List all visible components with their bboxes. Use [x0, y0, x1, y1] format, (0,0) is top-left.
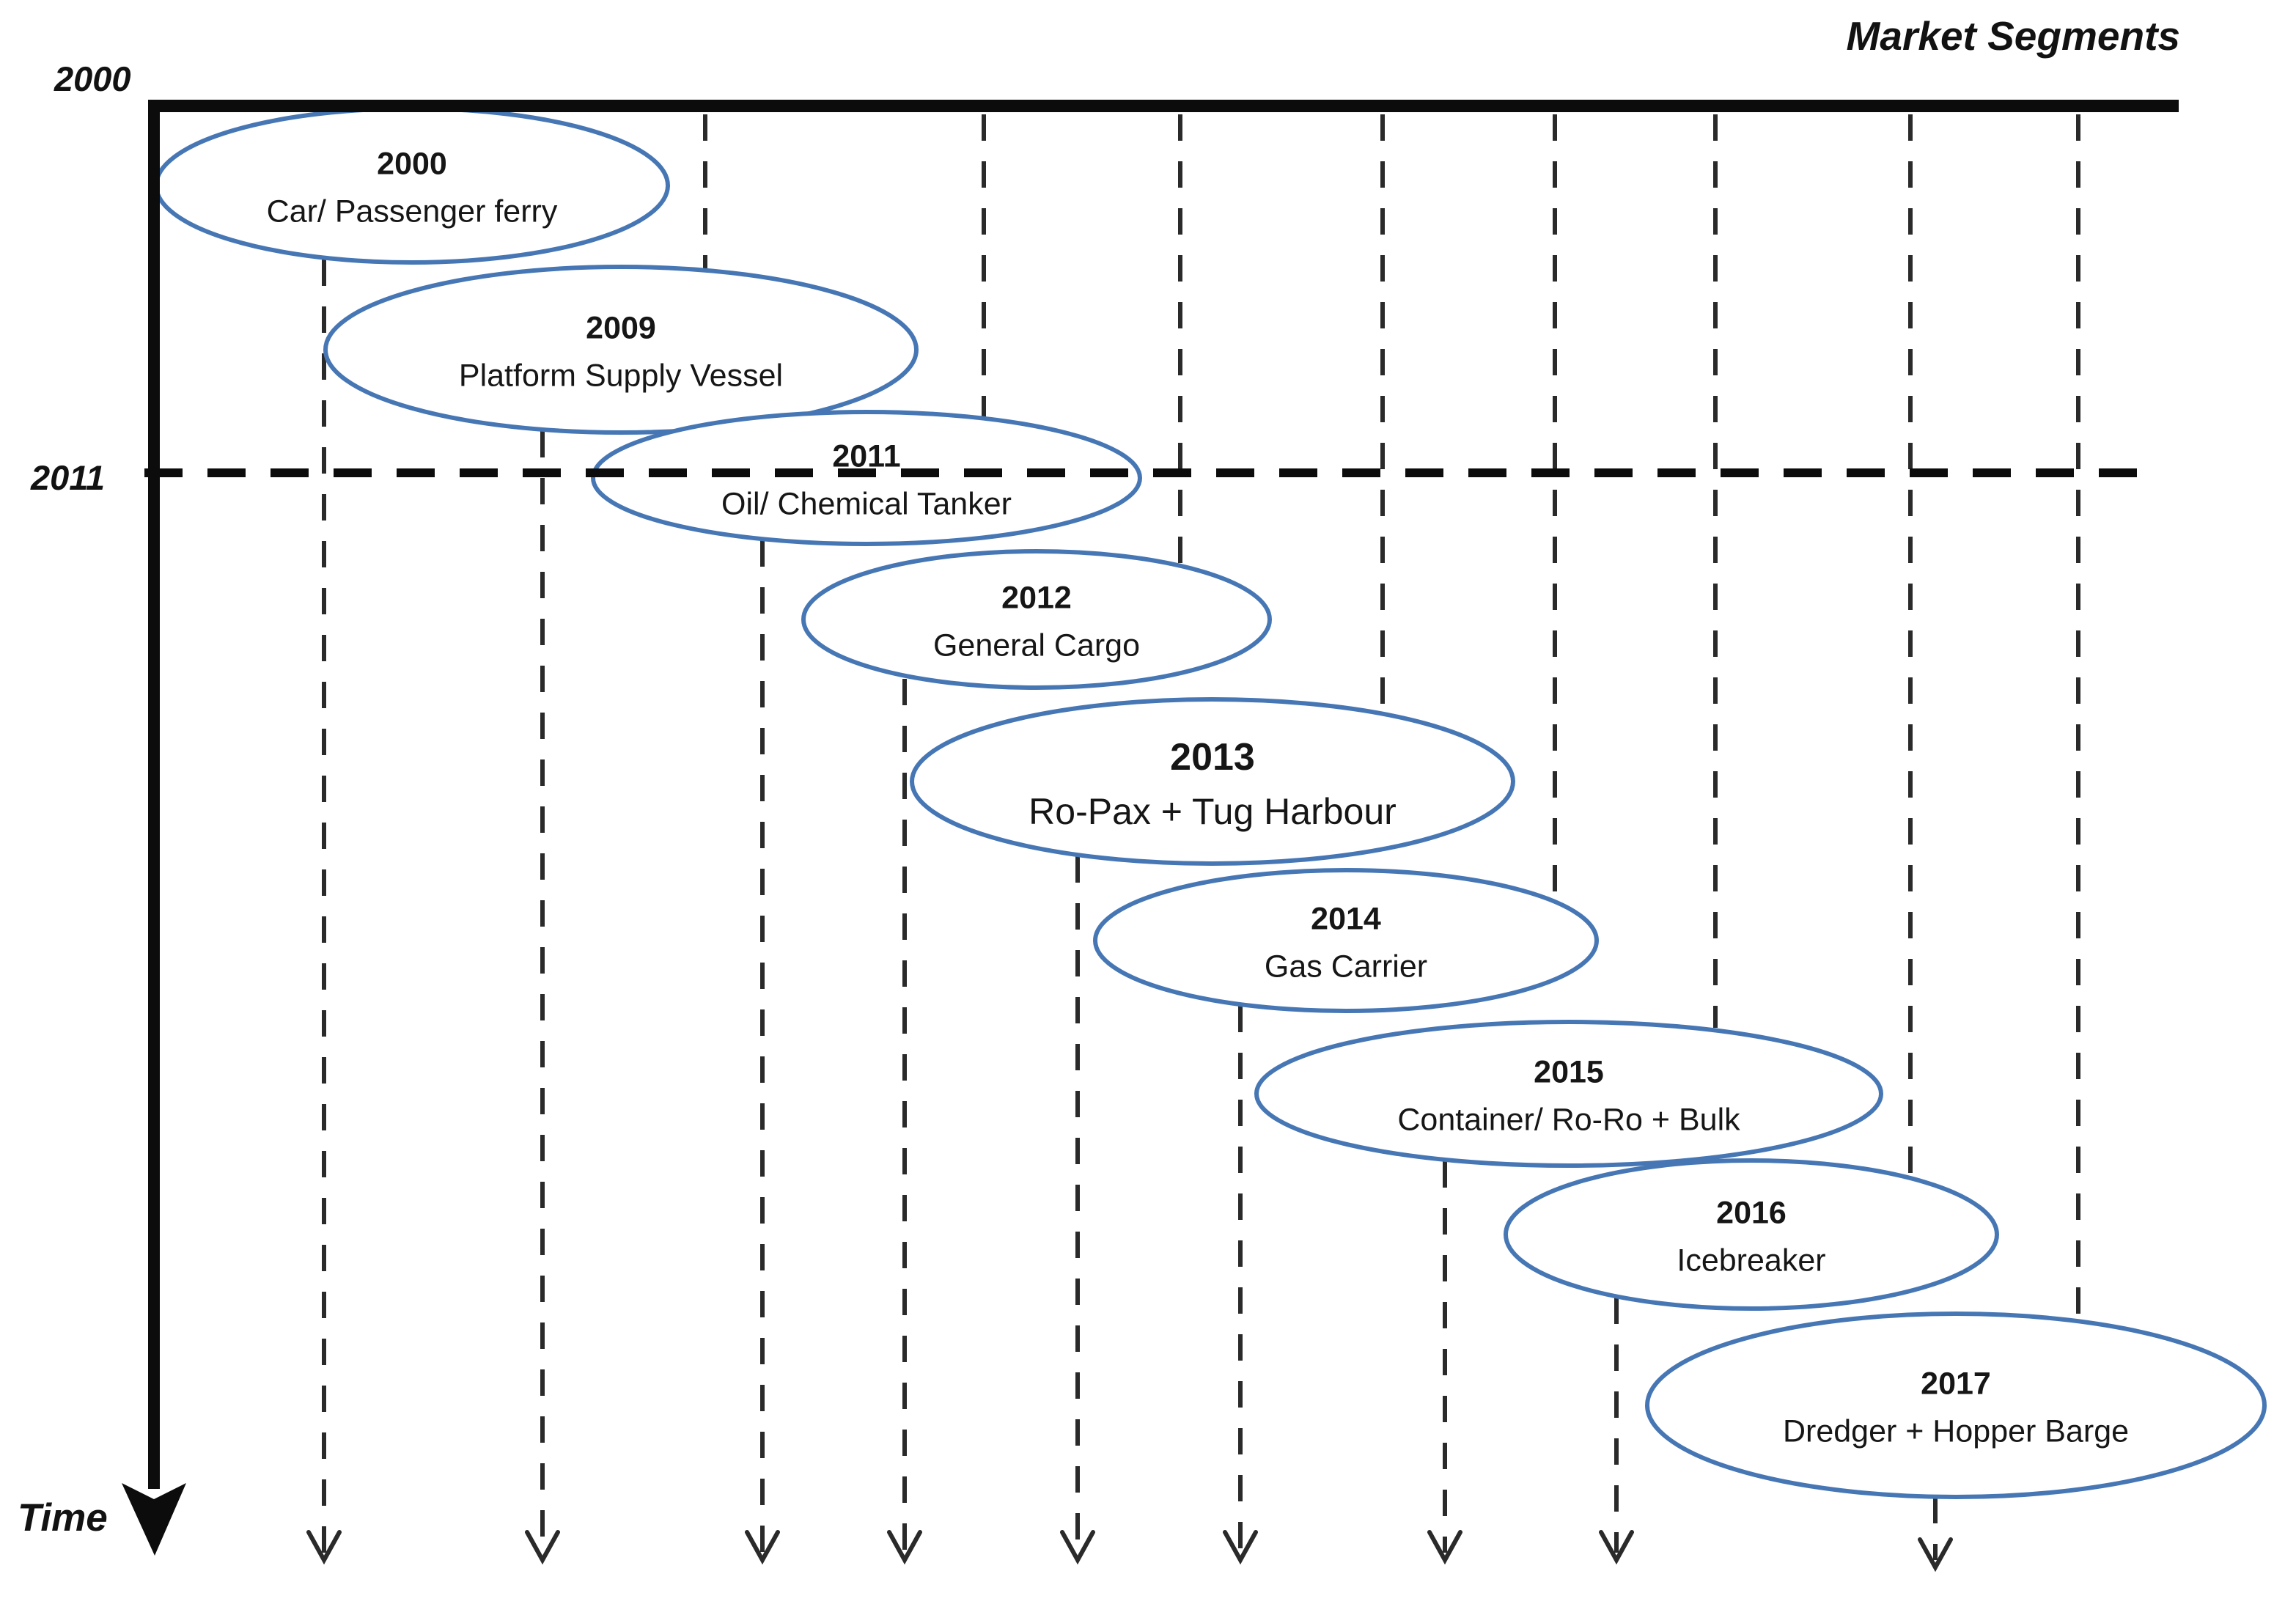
- down-arrowhead-icon: [1427, 1530, 1462, 1565]
- segment-label: Platform Supply Vessel: [458, 358, 784, 394]
- segment-ellipse: [801, 549, 1272, 690]
- segment-ellipse: [591, 410, 1142, 546]
- down-arrowhead-icon: [306, 1530, 342, 1565]
- segment-node-2000: 2000 Car/ Passenger ferry: [182, 147, 642, 230]
- down-arrowhead-icon: [1060, 1530, 1095, 1565]
- segment-year: 2014: [1311, 901, 1381, 937]
- segment-ellipse: [910, 697, 1515, 866]
- time-axis-label: Time: [18, 1496, 108, 1539]
- segment-label: Dredger + Hopper Barge: [1782, 1414, 2130, 1449]
- down-arrowhead-icon: [1223, 1530, 1258, 1565]
- segment-ellipse: [1254, 1020, 1883, 1168]
- axis-year-2011-label: 2011: [31, 458, 106, 497]
- segment-ellipse: [323, 265, 919, 435]
- time-axis-arrowhead-icon: [122, 1483, 186, 1556]
- segment-node-2013: 2013 Ro-Pax + Tug Harbour: [938, 735, 1487, 833]
- time-axis: [148, 100, 160, 1489]
- segment-year: 2017: [1921, 1366, 1991, 1402]
- down-arrowhead-icon: [525, 1530, 560, 1565]
- segment-year: 2013: [1170, 735, 1255, 779]
- segment-node-2016: 2016 Icebreaker: [1531, 1196, 1971, 1279]
- segment-year: 2012: [1001, 580, 1072, 616]
- segment-label: Ro-Pax + Tug Harbour: [1029, 791, 1397, 833]
- segment-ellipse: [1645, 1312, 2267, 1499]
- segment-year: 2016: [1716, 1195, 1787, 1231]
- segment-year: 2015: [1534, 1054, 1604, 1090]
- segment-node-2017: 2017 Dredger + Hopper Barge: [1673, 1366, 2239, 1450]
- segment-label: General Cargo: [932, 628, 1141, 663]
- segment-node-2014: 2014 Gas Carrier: [1121, 902, 1571, 985]
- market-segments-title: Market Segments: [1846, 13, 2180, 59]
- segment-label: Container/ Ro-Ro + Bulk: [1397, 1103, 1740, 1138]
- segment-node-2012: 2012 General Cargo: [829, 581, 1244, 664]
- segment-year: 2009: [586, 310, 656, 346]
- segment-label: Car/ Passenger ferry: [266, 194, 558, 229]
- axis-year-2000-label: 2000: [54, 59, 131, 98]
- segment-label: Oil/ Chemical Tanker: [721, 487, 1012, 522]
- market-segments-axis: [148, 100, 2179, 112]
- down-arrowhead-icon: [745, 1530, 780, 1565]
- segment-year: 2011: [832, 438, 901, 474]
- segment-node-2015: 2015 Container/ Ro-Ro + Bulk: [1282, 1054, 1855, 1138]
- down-arrowhead-icon: [887, 1530, 922, 1565]
- down-arrowhead-icon: [1599, 1530, 1634, 1565]
- segment-year: 2000: [377, 146, 447, 182]
- segment-label: Icebreaker: [1677, 1243, 1826, 1279]
- down-arrowhead-icon: [1918, 1537, 1953, 1572]
- segment-node-2009: 2009 Platform Supply Vessel: [351, 310, 891, 394]
- segment-ellipse: [1093, 868, 1599, 1013]
- segment-label: Gas Carrier: [1264, 949, 1428, 985]
- segment-node-2011: 2011 Oil/ Chemical Tanker: [619, 438, 1114, 523]
- segment-ellipse: [1504, 1158, 1999, 1311]
